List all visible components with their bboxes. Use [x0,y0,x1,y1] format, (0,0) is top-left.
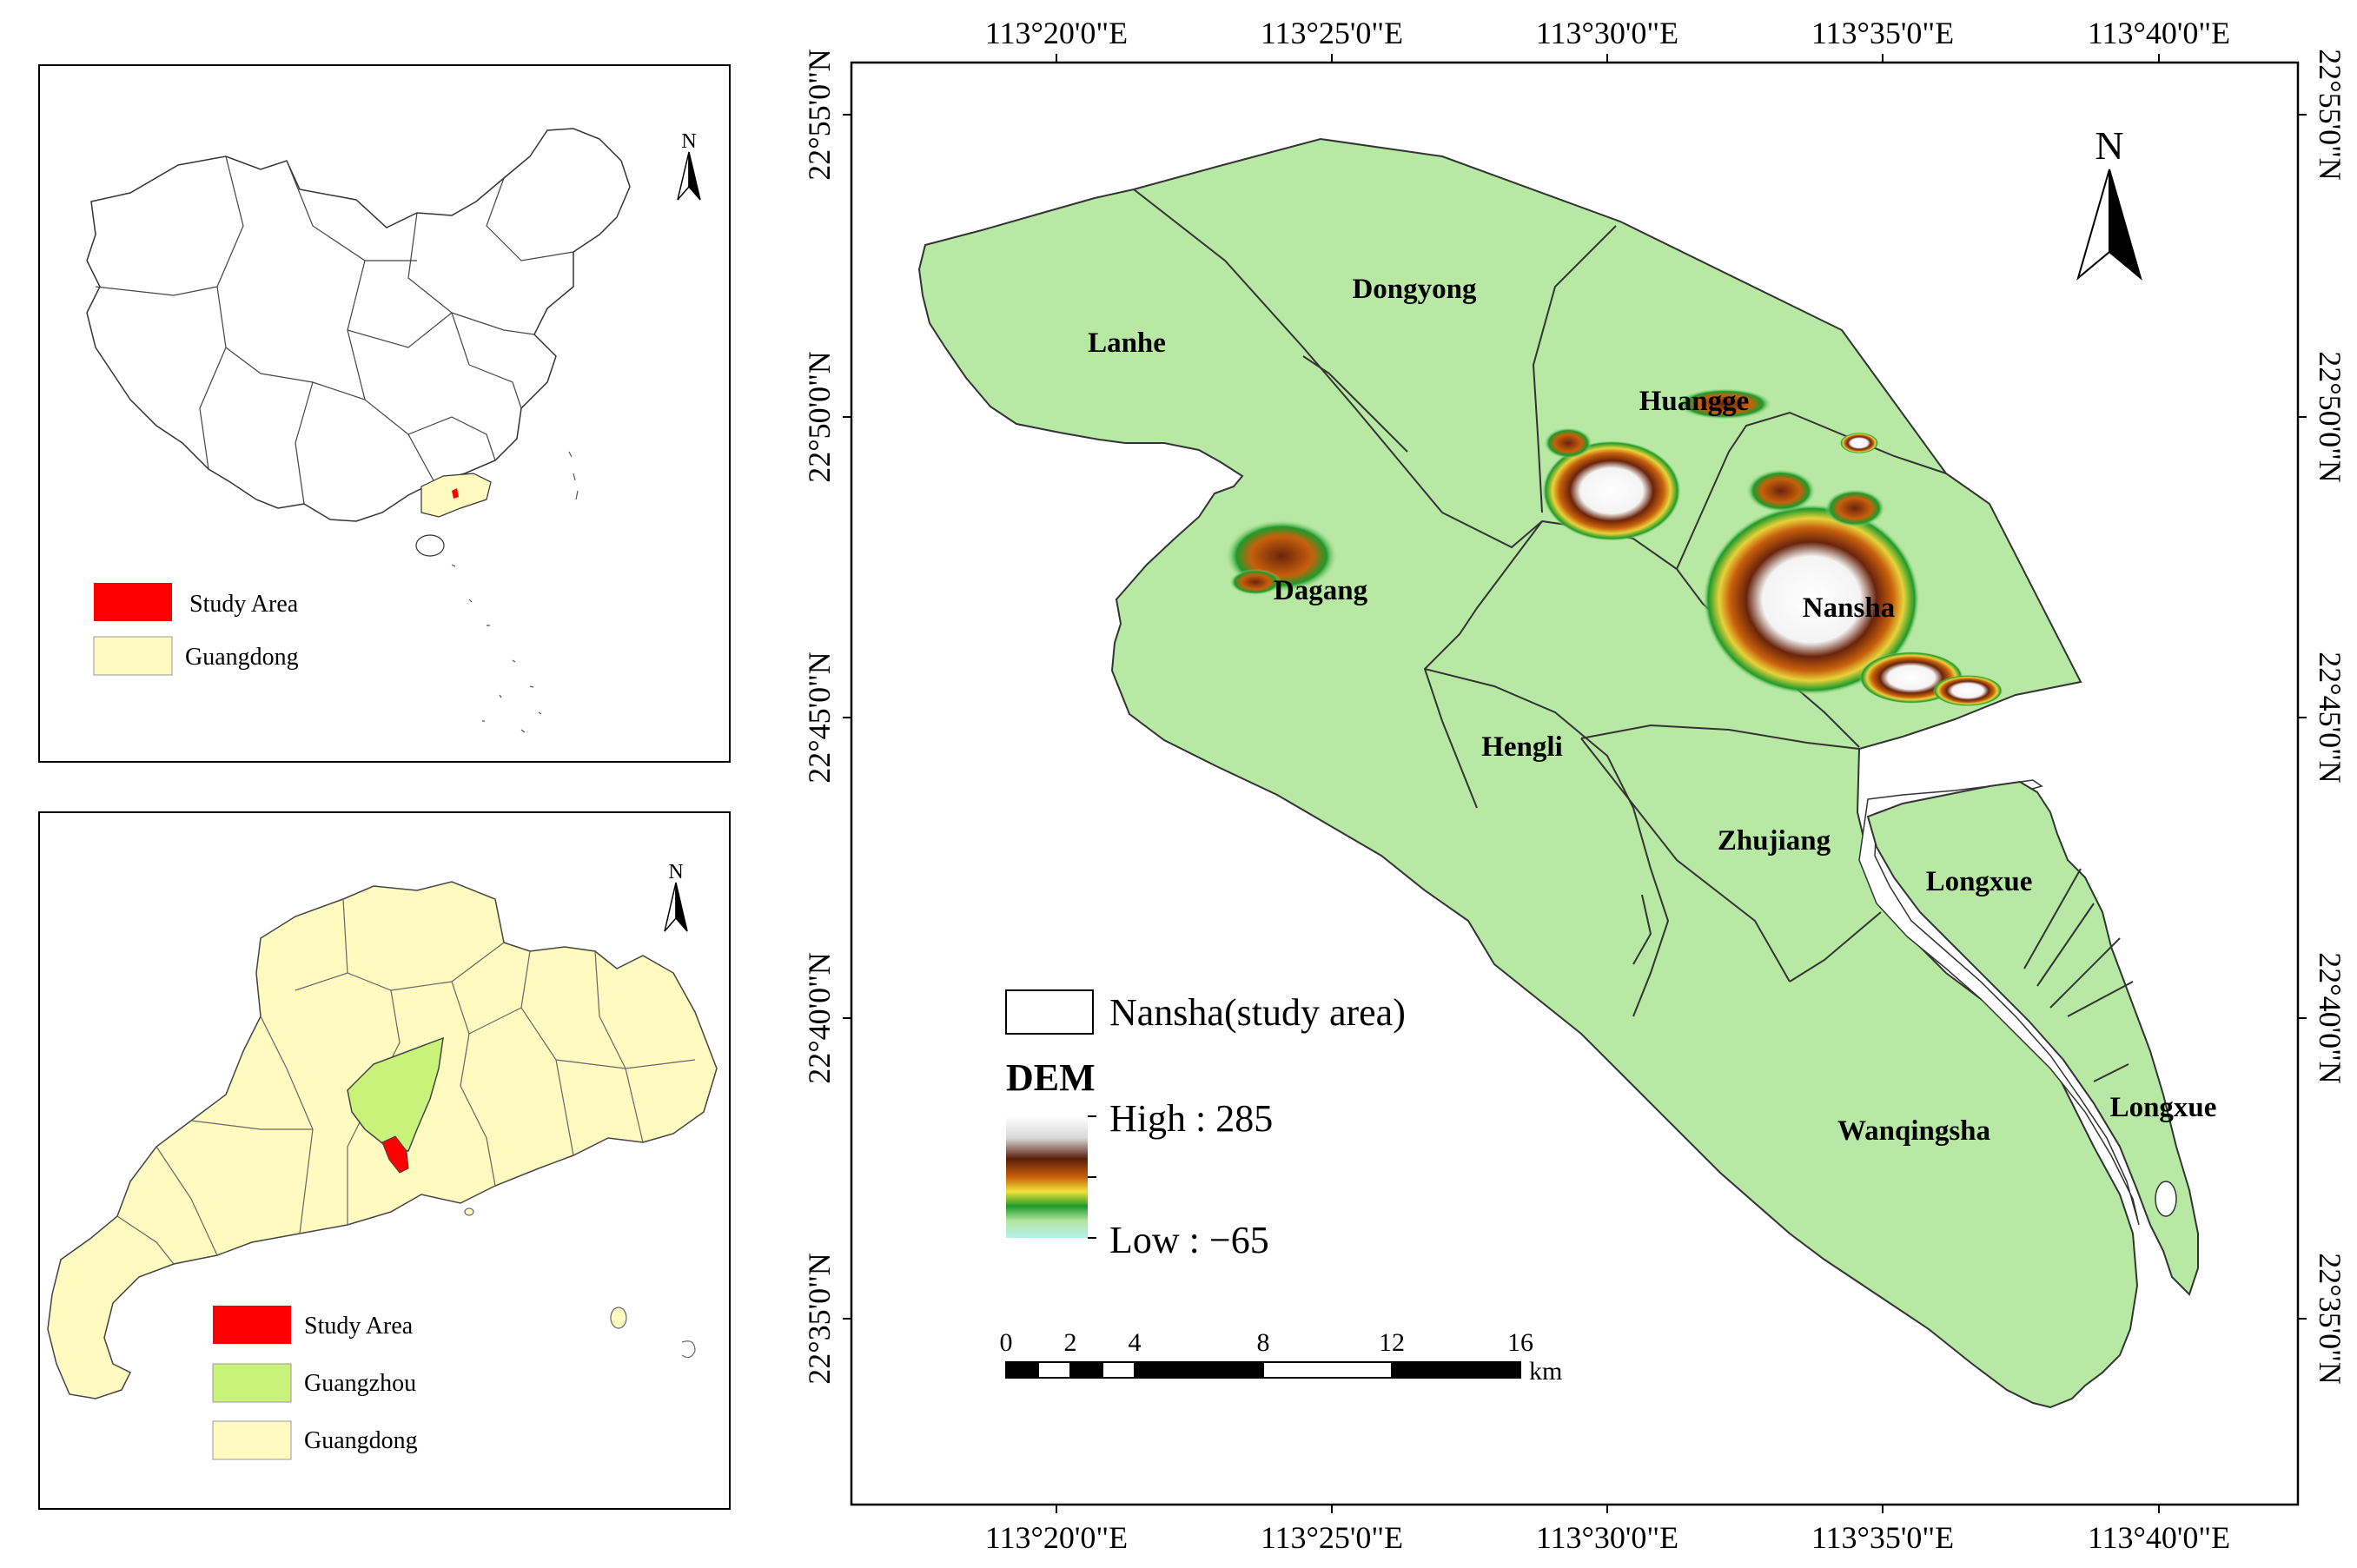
right-lat-label: 22°50'0"N [2313,351,2347,483]
top-lon-labels: 113°20'0"E 113°25'0"E 113°30'0"E 113°35'… [985,16,2230,50]
right-lat-labels: 22°55'0"N 22°50'0"N 22°45'0"N 22°40'0"N … [2313,49,2347,1385]
china-north-arrow: N [677,130,701,201]
town-labels: Lanhe Dongyong Huangge Dagang Nansha Hen… [1088,274,2216,1147]
guangdong-city-lines [116,898,696,1265]
left-lat-label: 22°40'0"N [802,952,837,1084]
town-label-longxue-north: Longxue [1926,866,2033,897]
guangdong-study-area [381,1135,409,1174]
left-lat-label: 22°55'0"N [802,49,837,181]
legend-dem-ramp [1006,1116,1088,1238]
china-province-lines [95,155,574,505]
main-north-label: N [2095,123,2123,168]
bottom-lon-label: 113°25'0"E [1261,1520,1403,1555]
china-north-label: N [681,130,696,153]
right-lat-label: 22°55'0"N [2313,49,2347,181]
town-label-zhujiang: Zhujiang [1718,825,1831,857]
bottom-lon-label: 113°40'0"E [2088,1520,2230,1555]
bottom-lon-label: 113°20'0"E [985,1520,1128,1555]
longxue-channels [2023,868,2134,1082]
main-legend: Nansha(study area) DEM High : 285 Low : … [1005,989,1406,1261]
china-hainan [415,534,445,557]
guangdong-inset-map: N Study Area Guangzhou Guangdong [38,811,731,1510]
bottom-lon-label: 113°30'0"E [1536,1520,1678,1555]
main-map: 113°20'0"E 113°25'0"E 113°30'0"E 113°35'… [802,16,2347,1555]
top-lon-label: 113°40'0"E [2088,16,2230,50]
guangdong-legend-swatch-guangdong [212,1420,292,1460]
legend-dem-high: High : 285 [1109,1097,1273,1140]
town-label-lanhe: Lanhe [1088,327,1166,359]
left-lat-label: 22°50'0"N [802,351,837,483]
china-legend-label-study-area: Study Area [189,591,299,618]
bottom-lon-label: 113°35'0"E [1811,1520,1954,1555]
china-islands [451,451,579,733]
guangzhou-region [347,1036,444,1152]
town-label-nansha: Nansha [1803,592,1895,624]
scale-tick-label: 8 [1257,1328,1270,1357]
top-lon-label: 113°20'0"E [985,16,1128,50]
legend-dem-title: DEM [1006,1056,1096,1099]
china-study-area-dot [452,488,459,499]
top-lon-label: 113°30'0"E [1536,16,1678,50]
china-legend: Study Area Guangdong [93,583,299,676]
right-lat-label: 22°35'0"N [2313,1253,2347,1385]
guangdong-legend-label-guangdong: Guangdong [304,1427,418,1454]
legend-study-area-swatch [1005,989,1094,1035]
china-legend-swatch-study-area [94,583,172,621]
graticule-ticks [843,54,2307,1513]
town-label-longxue-south: Longxue [2110,1092,2217,1123]
left-lat-label: 22°45'0"N [802,652,837,784]
guangdong-legend-label-guangzhou: Guangzhou [304,1370,416,1397]
river-channel [1858,779,2140,1226]
china-outline [86,128,631,522]
guangdong-legend: Study Area Guangzhou Guangdong [212,1306,418,1460]
guangdong-legend-swatch-study-area [213,1306,291,1344]
scale-bar: 0 2 4 8 12 16 km [1000,1328,1563,1386]
dem-hills [1225,388,2003,706]
right-lat-label: 22°40'0"N [2313,952,2347,1084]
guangdong-north-label: N [668,861,683,883]
scale-unit: km [1529,1357,1562,1386]
top-lon-label: 113°35'0"E [1811,16,1954,50]
bottom-lon-labels: 113°20'0"E 113°25'0"E 113°30'0"E 113°35'… [985,1520,2230,1555]
town-label-wanqingsha: Wanqingsha [1837,1115,1990,1147]
guangdong-north-arrow: N [664,861,688,932]
top-lon-label: 113°25'0"E [1261,16,1403,50]
scale-tick-label: 16 [1507,1328,1533,1357]
district-boundaries [1133,189,1947,1017]
legend-dem-low: Low : −65 [1109,1219,1269,1261]
scale-tick-label: 0 [1000,1328,1013,1357]
scale-tick-label: 4 [1129,1328,1142,1357]
town-label-hengli: Hengli [1481,731,1563,763]
guangdong-legend-swatch-guangzhou [212,1363,292,1403]
nansha-study-area [917,137,2139,1409]
town-label-huangge: Huangge [1639,386,1750,417]
legend-study-area-label: Nansha(study area) [1109,991,1406,1034]
longxue-pond [2155,1181,2177,1217]
left-lat-labels: 22°55'0"N 22°50'0"N 22°45'0"N 22°40'0"N … [802,49,837,1385]
main-north-arrow: N [2076,123,2142,281]
longxue-island [1866,780,2199,1296]
china-legend-label-guangdong: Guangdong [185,644,299,671]
china-legend-swatch-guangdong [93,636,173,676]
scale-tick-label: 2 [1064,1328,1077,1357]
scale-tick-label: 12 [1379,1328,1405,1357]
guangdong-legend-label-study-area: Study Area [304,1313,414,1340]
town-label-dongyong: Dongyong [1352,274,1477,305]
town-label-dagang: Dagang [1274,575,1368,606]
right-lat-label: 22°45'0"N [2313,652,2347,784]
left-lat-label: 22°35'0"N [802,1253,837,1385]
china-inset-map: N Study Area Guangdong [38,64,731,763]
guangdong-islands [464,1207,696,1359]
